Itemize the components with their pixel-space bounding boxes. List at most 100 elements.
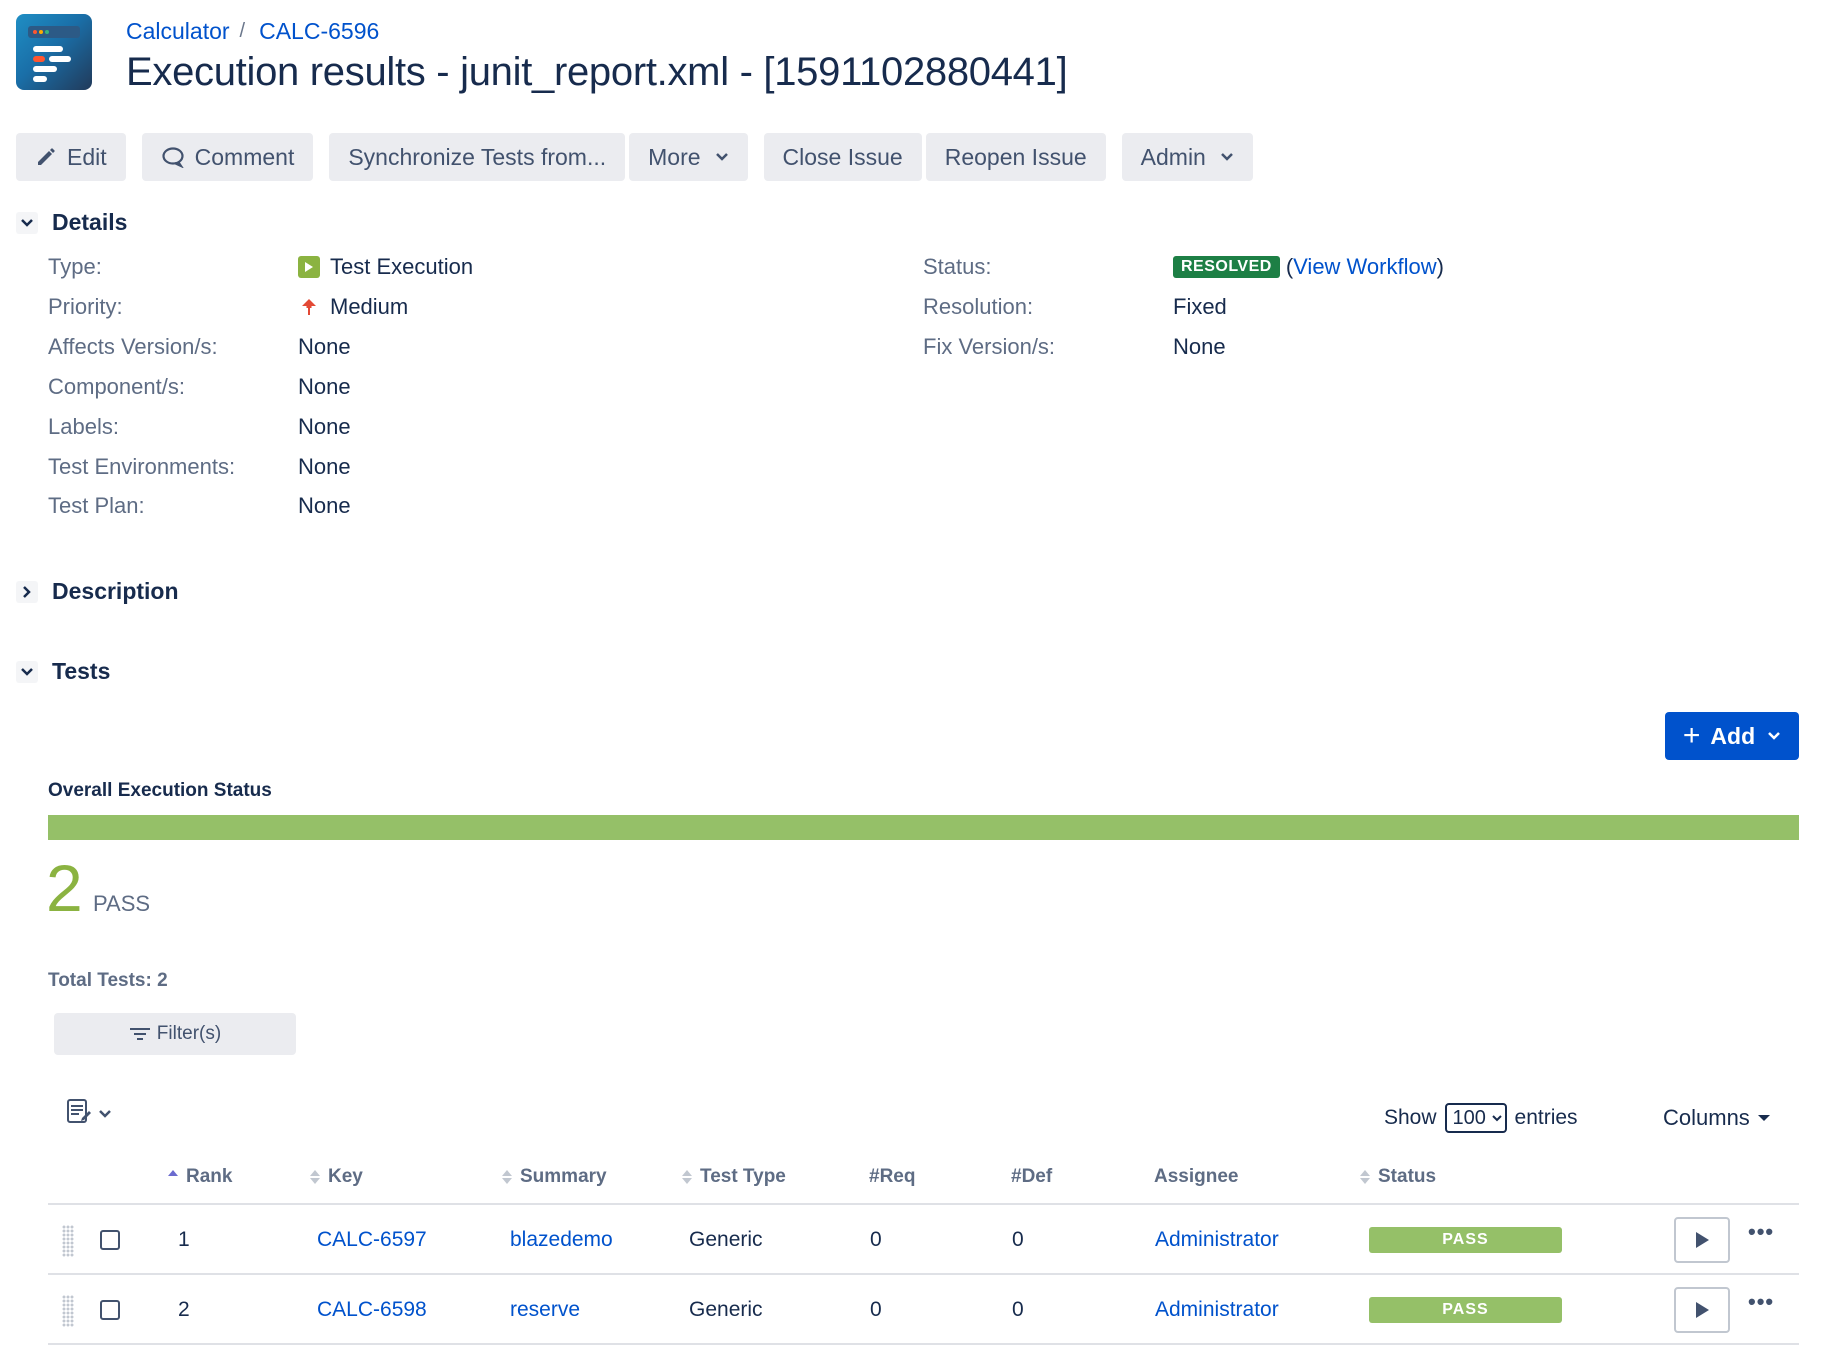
header-label: Summary xyxy=(520,1166,607,1187)
add-tests-button[interactable]: + Add xyxy=(1665,712,1799,760)
run-test-button[interactable] xyxy=(1674,1217,1730,1263)
detail-value: None xyxy=(1173,334,1226,359)
detail-value: Test Execution xyxy=(330,254,474,279)
pass-label: PASS xyxy=(93,891,151,916)
test-summary-link[interactable]: reserve xyxy=(510,1298,581,1321)
progress-pass-fill xyxy=(48,815,1799,840)
chevron-down-icon xyxy=(715,152,729,162)
ellipsis-icon[interactable]: ••• xyxy=(1748,1219,1775,1244)
filter-button[interactable]: Filter(s) xyxy=(54,1013,296,1055)
test-key-link[interactable]: CALC-6598 xyxy=(317,1298,427,1321)
play-icon xyxy=(1696,1302,1709,1318)
test-summary-link[interactable]: blazedemo xyxy=(510,1228,613,1251)
sort-icon xyxy=(310,1170,320,1184)
detail-type: Type: Test Execution xyxy=(48,252,473,282)
header-label: Test Type xyxy=(700,1166,786,1187)
detail-fix-version: Fix Version/s: None xyxy=(923,332,1226,362)
header-label: Key xyxy=(328,1166,363,1187)
breadcrumb-project-link[interactable]: Calculator xyxy=(126,18,230,44)
edit-button[interactable]: Edit xyxy=(16,133,126,181)
drag-handle-icon[interactable] xyxy=(62,1295,74,1327)
chevron-right-icon xyxy=(16,580,38,603)
description-section-toggle[interactable]: Description xyxy=(16,578,179,605)
entries-per-page-select[interactable]: 100 xyxy=(1444,1103,1507,1133)
play-icon xyxy=(1696,1232,1709,1248)
column-header-summary[interactable]: Summary xyxy=(502,1166,607,1188)
header-label: Assignee xyxy=(1154,1166,1239,1187)
admin-button-label: Admin xyxy=(1140,143,1206,170)
status-pass-badge: PASS xyxy=(1369,1227,1562,1253)
column-header-key[interactable]: Key xyxy=(310,1166,363,1188)
assignee-link[interactable]: Administrator xyxy=(1155,1298,1279,1321)
column-picker-button[interactable] xyxy=(66,1098,112,1129)
chevron-down-icon xyxy=(98,1109,112,1119)
detail-label: Status: xyxy=(923,254,992,279)
total-tests: Total Tests: 2 xyxy=(48,970,168,991)
pencil-icon xyxy=(35,146,57,168)
status-badge: RESOLVED xyxy=(1173,256,1280,278)
test-key-link[interactable]: CALC-6597 xyxy=(317,1228,427,1251)
detail-label: Affects Version/s: xyxy=(48,334,218,359)
header-label: Status xyxy=(1378,1166,1437,1187)
detail-value: None xyxy=(298,493,351,518)
cell-rank: 2 xyxy=(178,1298,190,1321)
filter-button-label: Filter(s) xyxy=(156,1023,222,1044)
breadcrumb: Calculator / CALC-6596 xyxy=(126,16,1067,46)
cell-test-type: Generic xyxy=(689,1298,763,1321)
column-header-def: #Def xyxy=(1011,1166,1052,1188)
sort-icon xyxy=(502,1170,512,1184)
drag-handle-icon[interactable] xyxy=(62,1225,74,1257)
column-header-test-type[interactable]: Test Type xyxy=(682,1166,786,1188)
detail-label: Type: xyxy=(48,254,102,279)
detail-label: Component/s: xyxy=(48,374,185,399)
page-title: Execution results - junit_report.xml - [… xyxy=(126,50,1068,94)
close-issue-button[interactable]: Close Issue xyxy=(763,133,922,181)
detail-label: Resolution: xyxy=(923,294,1034,319)
columns-dropdown-button[interactable]: Columns xyxy=(1663,1105,1770,1131)
synchronize-tests-button[interactable]: Synchronize Tests from... xyxy=(329,133,626,181)
arrow-up-icon xyxy=(298,296,320,318)
view-workflow-link[interactable]: View Workflow xyxy=(1293,254,1437,279)
comment-button[interactable]: Comment xyxy=(141,133,314,181)
detail-value: None xyxy=(298,374,351,399)
column-header-status[interactable]: Status xyxy=(1360,1166,1436,1188)
cell-req: 0 xyxy=(870,1298,882,1321)
detail-label: Test Plan: xyxy=(48,493,145,518)
detail-labels: Labels: None xyxy=(48,412,351,442)
plus-icon: + xyxy=(1682,719,1701,752)
detail-value: None xyxy=(298,414,351,439)
cell-def: 0 xyxy=(1012,1228,1024,1251)
more-dropdown-button[interactable]: More xyxy=(629,133,748,181)
ellipsis-icon[interactable]: ••• xyxy=(1748,1289,1775,1314)
show-entries-control: Show 100 entries xyxy=(1384,1103,1578,1133)
assignee-link[interactable]: Administrator xyxy=(1155,1228,1279,1251)
run-test-button[interactable] xyxy=(1674,1287,1730,1333)
detail-value: Fixed xyxy=(1173,294,1227,319)
project-avatar-icon[interactable] xyxy=(16,14,92,90)
column-header-assignee: Assignee xyxy=(1154,1166,1238,1188)
show-label: Show xyxy=(1384,1106,1437,1129)
details-heading: Details xyxy=(52,209,128,235)
sort-icon xyxy=(1360,1170,1370,1184)
detail-status: Status: RESOLVED ( View Workflow ) xyxy=(923,252,1444,282)
add-button-label: Add xyxy=(1710,722,1756,749)
details-section-toggle[interactable]: Details xyxy=(16,209,127,236)
row-checkbox[interactable] xyxy=(100,1300,120,1320)
admin-dropdown-button[interactable]: Admin xyxy=(1121,133,1253,181)
detail-value: None xyxy=(298,334,351,359)
tests-section-toggle[interactable]: Tests xyxy=(16,658,110,685)
cell-def: 0 xyxy=(1012,1298,1024,1321)
column-header-rank[interactable]: Rank xyxy=(168,1166,232,1188)
caret-down-icon xyxy=(1757,1115,1770,1121)
detail-value: None xyxy=(298,454,351,479)
row-checkbox[interactable] xyxy=(100,1230,120,1250)
status-pass-badge: PASS xyxy=(1369,1297,1562,1323)
detail-value: Medium xyxy=(330,294,409,319)
detail-affects-version: Affects Version/s: None xyxy=(48,332,351,362)
reopen-issue-button[interactable]: Reopen Issue xyxy=(925,133,1106,181)
test-execution-icon xyxy=(298,256,320,278)
cell-rank: 1 xyxy=(178,1228,190,1251)
breadcrumb-parent-link[interactable]: CALC-6596 xyxy=(259,18,380,44)
more-button-label: More xyxy=(648,143,701,170)
table-row: 2 CALC-6598 reserve Generic 0 0 Administ… xyxy=(48,1275,1799,1345)
